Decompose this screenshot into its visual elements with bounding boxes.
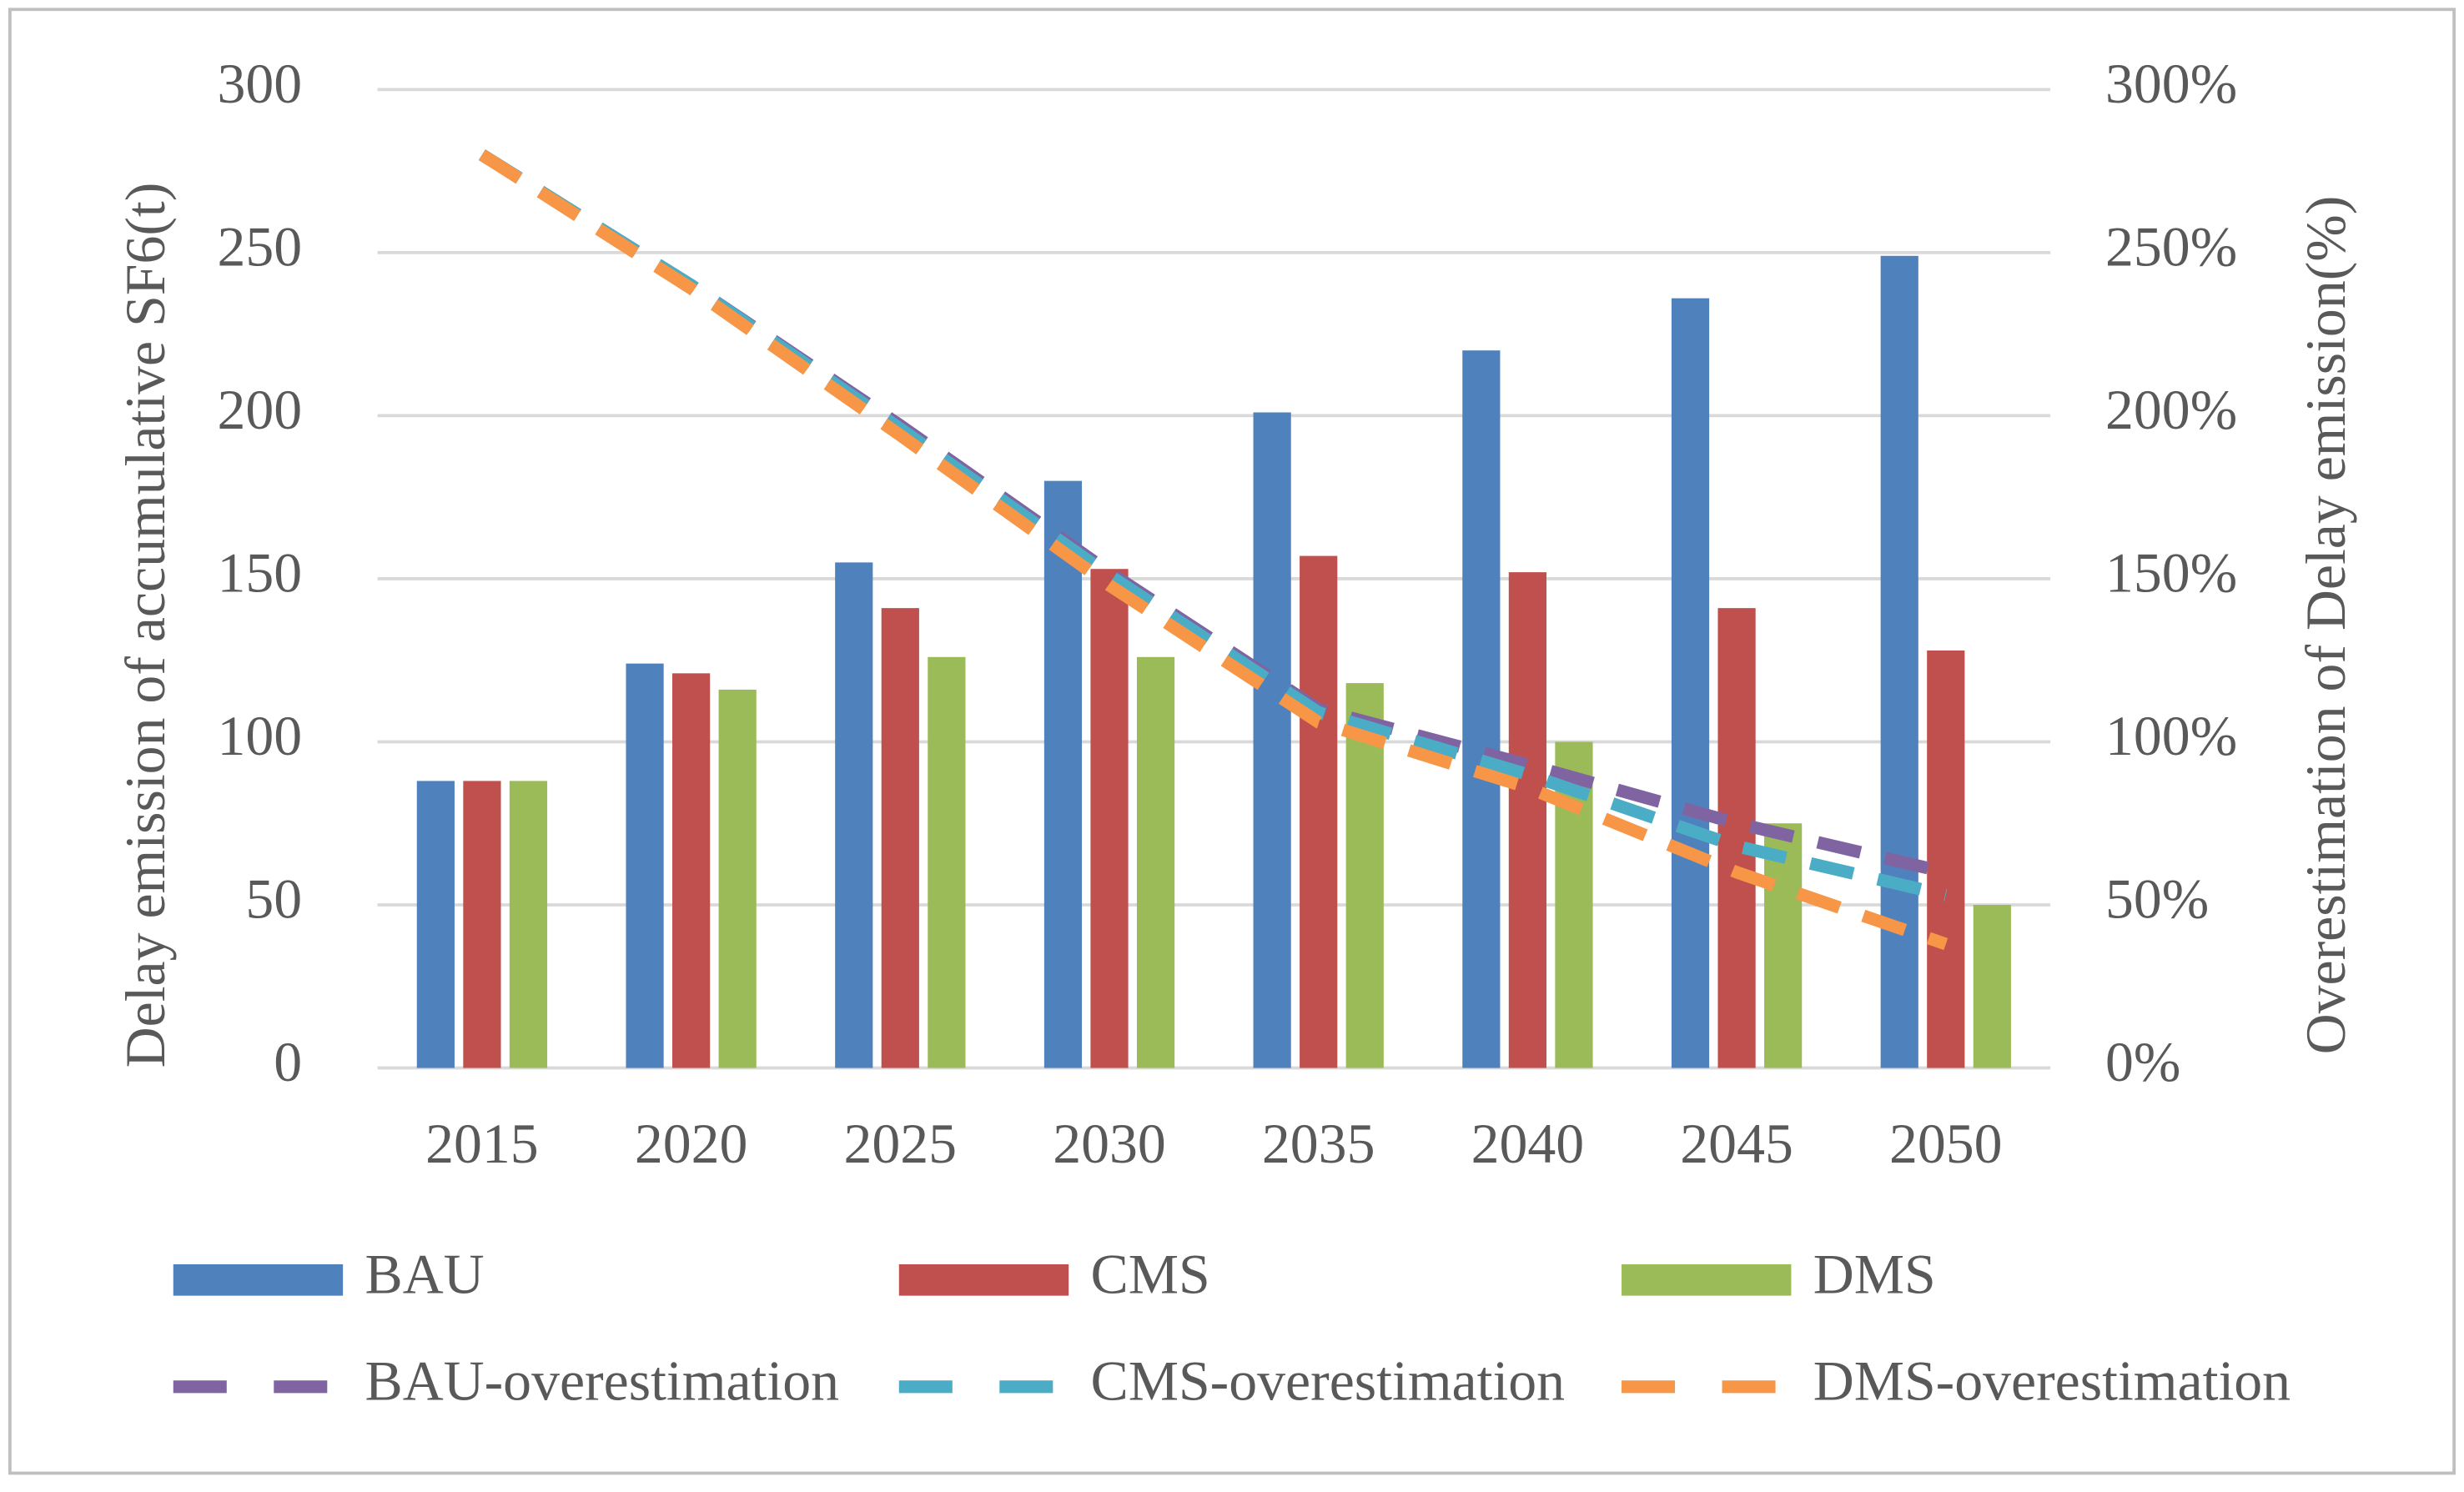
bar: [626, 663, 664, 1068]
bar: [463, 781, 501, 1068]
bar: [1764, 823, 1803, 1068]
legend-label: CMS-overestimation: [1091, 1349, 1566, 1412]
legend-swatch: [173, 1263, 344, 1296]
x-tick-label: 2035: [1262, 1113, 1375, 1175]
bar: [1880, 255, 1918, 1068]
y2-tick-label: 0%: [2105, 1031, 2180, 1093]
bar: [1462, 350, 1501, 1068]
bar: [1508, 572, 1546, 1068]
line: [478, 149, 1949, 951]
y-tick-label: 50: [245, 868, 302, 931]
legend-swatch: [1622, 1263, 1792, 1296]
x-tick-label: 2030: [1053, 1113, 1166, 1175]
bar: [1090, 569, 1129, 1068]
y-tick-label: 300: [217, 53, 302, 115]
y-axis-label: Delay emission of accumulative SF6(t): [114, 183, 177, 1068]
x-tick-label: 2040: [1471, 1113, 1585, 1175]
x-tick-label: 2020: [635, 1113, 748, 1175]
bar: [1043, 480, 1083, 1068]
legend-label: BAU-overestimation: [365, 1349, 839, 1412]
x-tick-label: 2050: [1889, 1113, 2003, 1175]
bar: [509, 781, 548, 1068]
bar: [1300, 555, 1338, 1068]
legend-label: BAU: [365, 1243, 484, 1305]
y2-axis-label: Overestimation of Delay emission(%): [2295, 196, 2357, 1055]
bar: [718, 689, 757, 1068]
y2-tick-label: 250%: [2105, 215, 2237, 278]
bar: [881, 608, 919, 1068]
y-tick-label: 100: [217, 705, 302, 767]
y2-tick-label: 100%: [2105, 705, 2237, 767]
y-tick-label: 250: [217, 215, 302, 278]
y-tick-label: 150: [217, 542, 302, 605]
bar: [1927, 650, 1965, 1068]
bar: [672, 673, 711, 1068]
y2-tick-label: 200%: [2105, 379, 2237, 441]
bar: [1345, 683, 1384, 1068]
y2-tick-label: 50%: [2105, 868, 2209, 931]
legend-label: DMS: [1813, 1243, 1936, 1305]
bar: [1717, 608, 1756, 1068]
bar: [835, 562, 873, 1068]
bar: [1136, 656, 1175, 1068]
x-tick-label: 2025: [844, 1113, 958, 1175]
bar: [928, 656, 966, 1068]
bar: [1973, 905, 2011, 1068]
legend-label: CMS: [1091, 1243, 1210, 1305]
y2-tick-label: 150%: [2105, 542, 2237, 605]
legend-swatch: [898, 1263, 1069, 1296]
bar: [416, 781, 455, 1068]
x-tick-label: 2015: [425, 1113, 539, 1175]
bar: [1671, 298, 1710, 1068]
x-tick-label: 2045: [1680, 1113, 1793, 1175]
legend-label: DMS-overestimation: [1813, 1349, 2291, 1412]
bar: [1253, 412, 1291, 1068]
y-tick-label: 200: [217, 379, 302, 441]
y2-tick-label: 300%: [2105, 53, 2237, 115]
y-tick-label: 0: [274, 1031, 302, 1093]
